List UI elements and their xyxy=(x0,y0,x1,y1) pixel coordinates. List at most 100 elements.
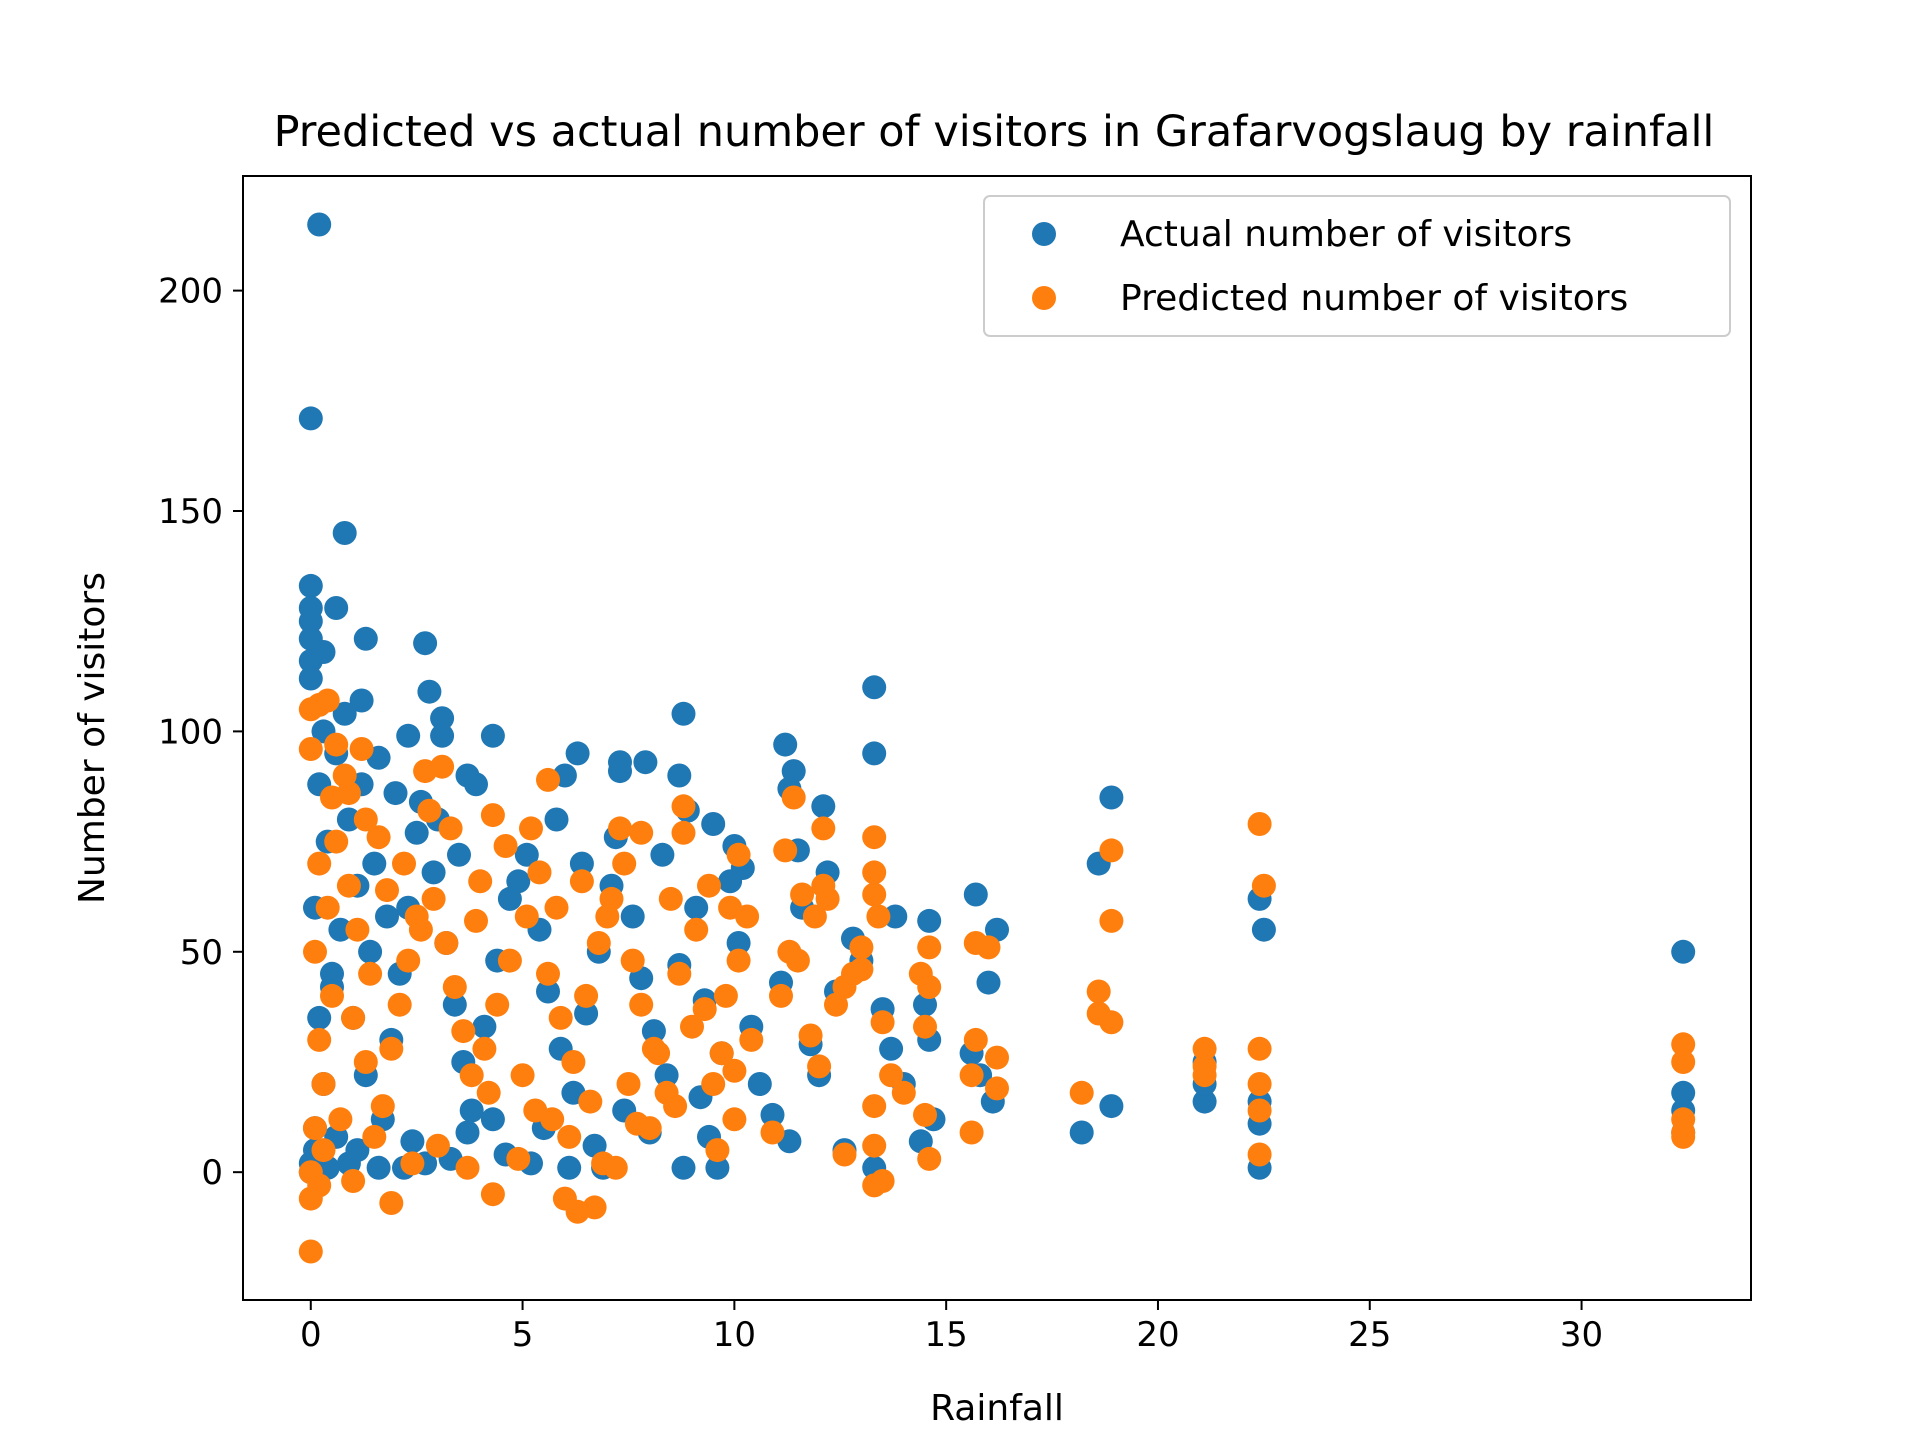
data-point xyxy=(582,1195,607,1220)
data-point xyxy=(1099,1094,1124,1119)
data-point xyxy=(811,873,836,898)
data-point xyxy=(591,1151,616,1176)
data-point xyxy=(480,723,505,748)
data-point xyxy=(1192,1036,1217,1061)
data-point xyxy=(612,851,637,876)
data-point xyxy=(345,917,370,942)
data-point xyxy=(536,767,560,792)
data-point xyxy=(366,1155,391,1180)
data-point xyxy=(1671,1080,1696,1105)
data-point xyxy=(514,904,539,929)
data-point xyxy=(671,701,696,726)
data-point xyxy=(862,860,887,885)
data-point xyxy=(701,1072,726,1096)
data-point xyxy=(1192,1089,1217,1114)
data-point xyxy=(298,1239,323,1264)
data-point xyxy=(383,781,408,806)
data-point xyxy=(862,675,887,700)
y-axis-label: Number of visitors xyxy=(72,572,113,904)
data-point xyxy=(650,842,675,867)
data-point xyxy=(913,1102,937,1127)
data-point xyxy=(544,807,569,832)
data-point xyxy=(769,983,793,1008)
data-point xyxy=(849,935,874,960)
data-point xyxy=(345,1138,370,1163)
data-point xyxy=(705,1155,730,1180)
data-point xyxy=(684,895,709,920)
data-point xyxy=(811,816,836,841)
data-point xyxy=(311,640,336,664)
data-point xyxy=(510,1063,535,1088)
data-point xyxy=(667,961,692,986)
data-point xyxy=(811,794,836,819)
data-point xyxy=(620,904,645,929)
data-point xyxy=(464,908,488,933)
data-point xyxy=(324,829,349,854)
data-point xyxy=(747,1072,772,1096)
data-point xyxy=(824,992,848,1017)
data-point xyxy=(870,1010,895,1035)
data-point xyxy=(459,1098,484,1123)
data-point xyxy=(303,939,327,964)
data-point xyxy=(709,1041,734,1066)
data-point xyxy=(883,904,908,929)
data-point xyxy=(336,807,361,832)
data-point xyxy=(298,406,323,431)
data-point xyxy=(671,794,696,819)
data-point xyxy=(862,1094,887,1119)
data-point xyxy=(701,812,726,836)
data-point xyxy=(959,1063,984,1088)
data-point xyxy=(430,723,455,748)
data-point xyxy=(1247,1098,1272,1123)
data-point xyxy=(862,882,887,907)
data-point xyxy=(328,917,353,942)
data-point xyxy=(624,1111,649,1136)
data-point xyxy=(692,997,717,1022)
data-point xyxy=(1247,1036,1272,1061)
data-point xyxy=(879,1036,904,1061)
x-tick-label: 15 xyxy=(925,1315,968,1355)
data-point xyxy=(976,970,1001,995)
data-point xyxy=(464,772,488,797)
data-point xyxy=(569,869,594,894)
data-point xyxy=(1069,1120,1094,1145)
data-point xyxy=(434,931,459,955)
data-point xyxy=(917,975,942,999)
data-point xyxy=(985,1076,1009,1101)
data-point xyxy=(358,961,383,986)
x-axis-label: Rainfall xyxy=(930,1388,1064,1429)
x-tick-label: 20 xyxy=(1136,1315,1179,1355)
data-point xyxy=(332,701,357,726)
data-point xyxy=(362,1124,387,1149)
data-point xyxy=(608,816,632,841)
data-point xyxy=(629,992,654,1017)
data-point xyxy=(298,737,323,761)
data-point xyxy=(917,908,942,933)
data-point xyxy=(781,785,806,810)
data-point xyxy=(608,759,632,784)
data-point xyxy=(726,842,751,867)
data-point xyxy=(785,948,810,973)
data-point xyxy=(527,860,552,885)
data-point xyxy=(430,706,455,731)
data-point xyxy=(663,1094,688,1119)
data-point xyxy=(400,1129,425,1154)
data-point xyxy=(379,1036,404,1061)
data-point xyxy=(298,697,323,722)
data-point xyxy=(671,820,696,845)
data-point xyxy=(298,609,323,634)
data-point xyxy=(1086,979,1111,1004)
data-point xyxy=(480,803,505,828)
legend: Actual number of visitors Predicted numbe… xyxy=(983,195,1731,337)
data-point xyxy=(574,983,599,1008)
data-point xyxy=(341,1005,366,1030)
data-point xyxy=(849,957,874,982)
data-point xyxy=(332,521,357,545)
data-point xyxy=(417,679,442,704)
data-point xyxy=(963,882,988,907)
data-point xyxy=(658,886,683,911)
data-point xyxy=(667,763,692,788)
data-point xyxy=(417,798,442,823)
data-point xyxy=(362,851,387,876)
data-point xyxy=(358,939,383,964)
